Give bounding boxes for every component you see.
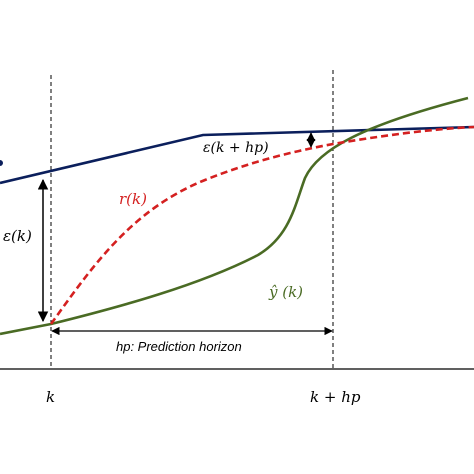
tick-k-hp-label: k + hp: [310, 388, 361, 406]
predicted-output-curve: [0, 96, 469, 336]
epsilon-k-hp-label: ε(k + hp): [203, 140, 269, 156]
r-k-label: r(k): [119, 190, 147, 208]
setpoint-edge-marker: [0, 160, 3, 166]
horizon-label: hp: Prediction horizon: [116, 339, 242, 354]
tick-k-label: k: [46, 388, 55, 406]
y-hat-k-label: ŷ (k): [268, 283, 303, 301]
setpoint-line: [0, 125, 474, 185]
reference-trajectory-curve: [49, 125, 474, 325]
epsilon-k-label: ε(k): [3, 227, 32, 245]
